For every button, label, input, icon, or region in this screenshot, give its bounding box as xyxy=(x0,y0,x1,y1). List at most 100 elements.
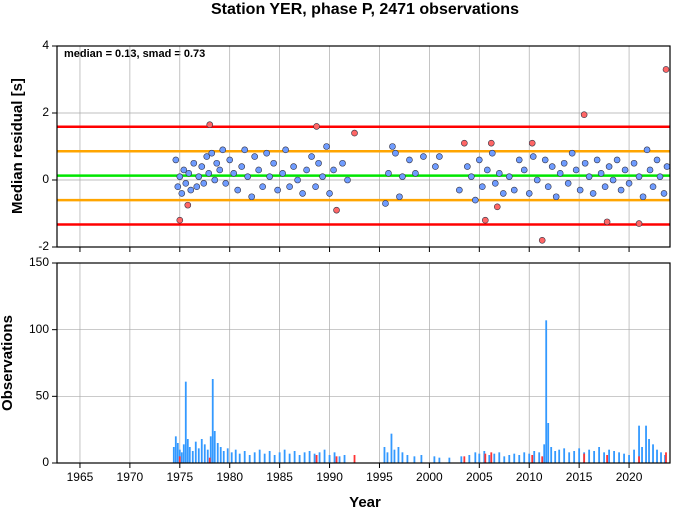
bar xyxy=(243,451,246,463)
x-tick-label: 1980 xyxy=(216,470,243,484)
bar xyxy=(172,447,175,463)
point xyxy=(176,173,184,180)
point xyxy=(195,173,203,180)
bar xyxy=(523,452,526,463)
bar xyxy=(613,451,615,463)
point xyxy=(630,159,638,167)
point xyxy=(613,156,621,164)
point xyxy=(499,190,507,197)
bar xyxy=(293,451,296,463)
plot-frame xyxy=(56,45,671,248)
point xyxy=(193,183,201,190)
point xyxy=(234,186,242,194)
point xyxy=(226,156,234,164)
point xyxy=(244,173,251,180)
point xyxy=(238,163,245,170)
x-tick-label: 2010 xyxy=(516,470,543,484)
bar xyxy=(538,452,541,463)
point xyxy=(178,190,186,197)
point xyxy=(529,153,537,160)
point xyxy=(653,156,661,164)
bar xyxy=(545,320,548,463)
bar xyxy=(664,455,666,463)
point xyxy=(662,66,670,73)
bar xyxy=(498,452,501,463)
point xyxy=(548,163,556,170)
y-axis-label: Median residual [s] xyxy=(9,78,26,214)
bar xyxy=(203,444,206,463)
bar xyxy=(258,449,261,463)
point xyxy=(552,193,560,201)
bar xyxy=(638,456,640,463)
y-tick-label: 0 xyxy=(42,455,49,469)
point xyxy=(564,180,572,187)
point xyxy=(299,190,306,197)
bar xyxy=(413,456,416,463)
point xyxy=(639,193,647,201)
bar xyxy=(263,453,266,463)
bar xyxy=(186,439,189,463)
bar xyxy=(483,451,486,463)
point xyxy=(505,173,513,180)
point xyxy=(180,166,188,174)
point xyxy=(495,170,503,177)
point xyxy=(580,111,588,118)
bar xyxy=(197,448,200,463)
bar xyxy=(298,455,301,463)
bar xyxy=(273,455,276,463)
point xyxy=(198,163,206,170)
x-tick-label: 1985 xyxy=(266,470,293,484)
bar xyxy=(219,447,222,463)
x-tick-label: 1965 xyxy=(67,470,94,484)
bar xyxy=(182,444,185,463)
x-tick-label: 1995 xyxy=(366,470,393,484)
point xyxy=(385,170,392,177)
y-tick-label: 0 xyxy=(42,172,49,186)
x-tick-label: 1975 xyxy=(166,470,193,484)
bar xyxy=(641,447,643,463)
bar xyxy=(213,431,216,463)
point xyxy=(259,183,266,190)
bar xyxy=(468,455,471,463)
annotation: median = 0.13, smad = 0.73 xyxy=(64,48,205,60)
point xyxy=(392,149,399,157)
point xyxy=(182,180,190,187)
point xyxy=(461,139,468,147)
point xyxy=(488,149,496,157)
point xyxy=(219,146,227,154)
bar xyxy=(383,447,386,463)
point xyxy=(593,156,601,164)
point xyxy=(625,180,633,187)
bar xyxy=(493,453,496,463)
bar xyxy=(315,455,318,463)
bar xyxy=(188,447,191,463)
point xyxy=(464,163,471,170)
bar xyxy=(645,425,647,463)
chart-title: Station YER, phase P, 2471 observations xyxy=(211,1,519,18)
point xyxy=(635,220,643,227)
point xyxy=(635,173,643,180)
point xyxy=(176,216,184,224)
point xyxy=(308,153,315,160)
bar xyxy=(230,452,233,463)
point xyxy=(211,176,219,184)
point xyxy=(206,121,214,129)
point xyxy=(660,190,668,197)
point xyxy=(323,143,330,150)
bar xyxy=(656,449,658,463)
point xyxy=(263,149,270,157)
bar xyxy=(463,456,466,463)
bar xyxy=(533,451,536,463)
point xyxy=(312,183,319,190)
bar xyxy=(490,452,493,463)
y-tick-label: 4 xyxy=(42,38,49,52)
point xyxy=(515,156,523,164)
point xyxy=(646,166,654,174)
point xyxy=(656,173,664,180)
point xyxy=(560,159,568,167)
point xyxy=(315,159,322,167)
point xyxy=(663,163,671,170)
bar xyxy=(343,455,346,463)
bar xyxy=(176,443,179,463)
point xyxy=(208,149,216,157)
